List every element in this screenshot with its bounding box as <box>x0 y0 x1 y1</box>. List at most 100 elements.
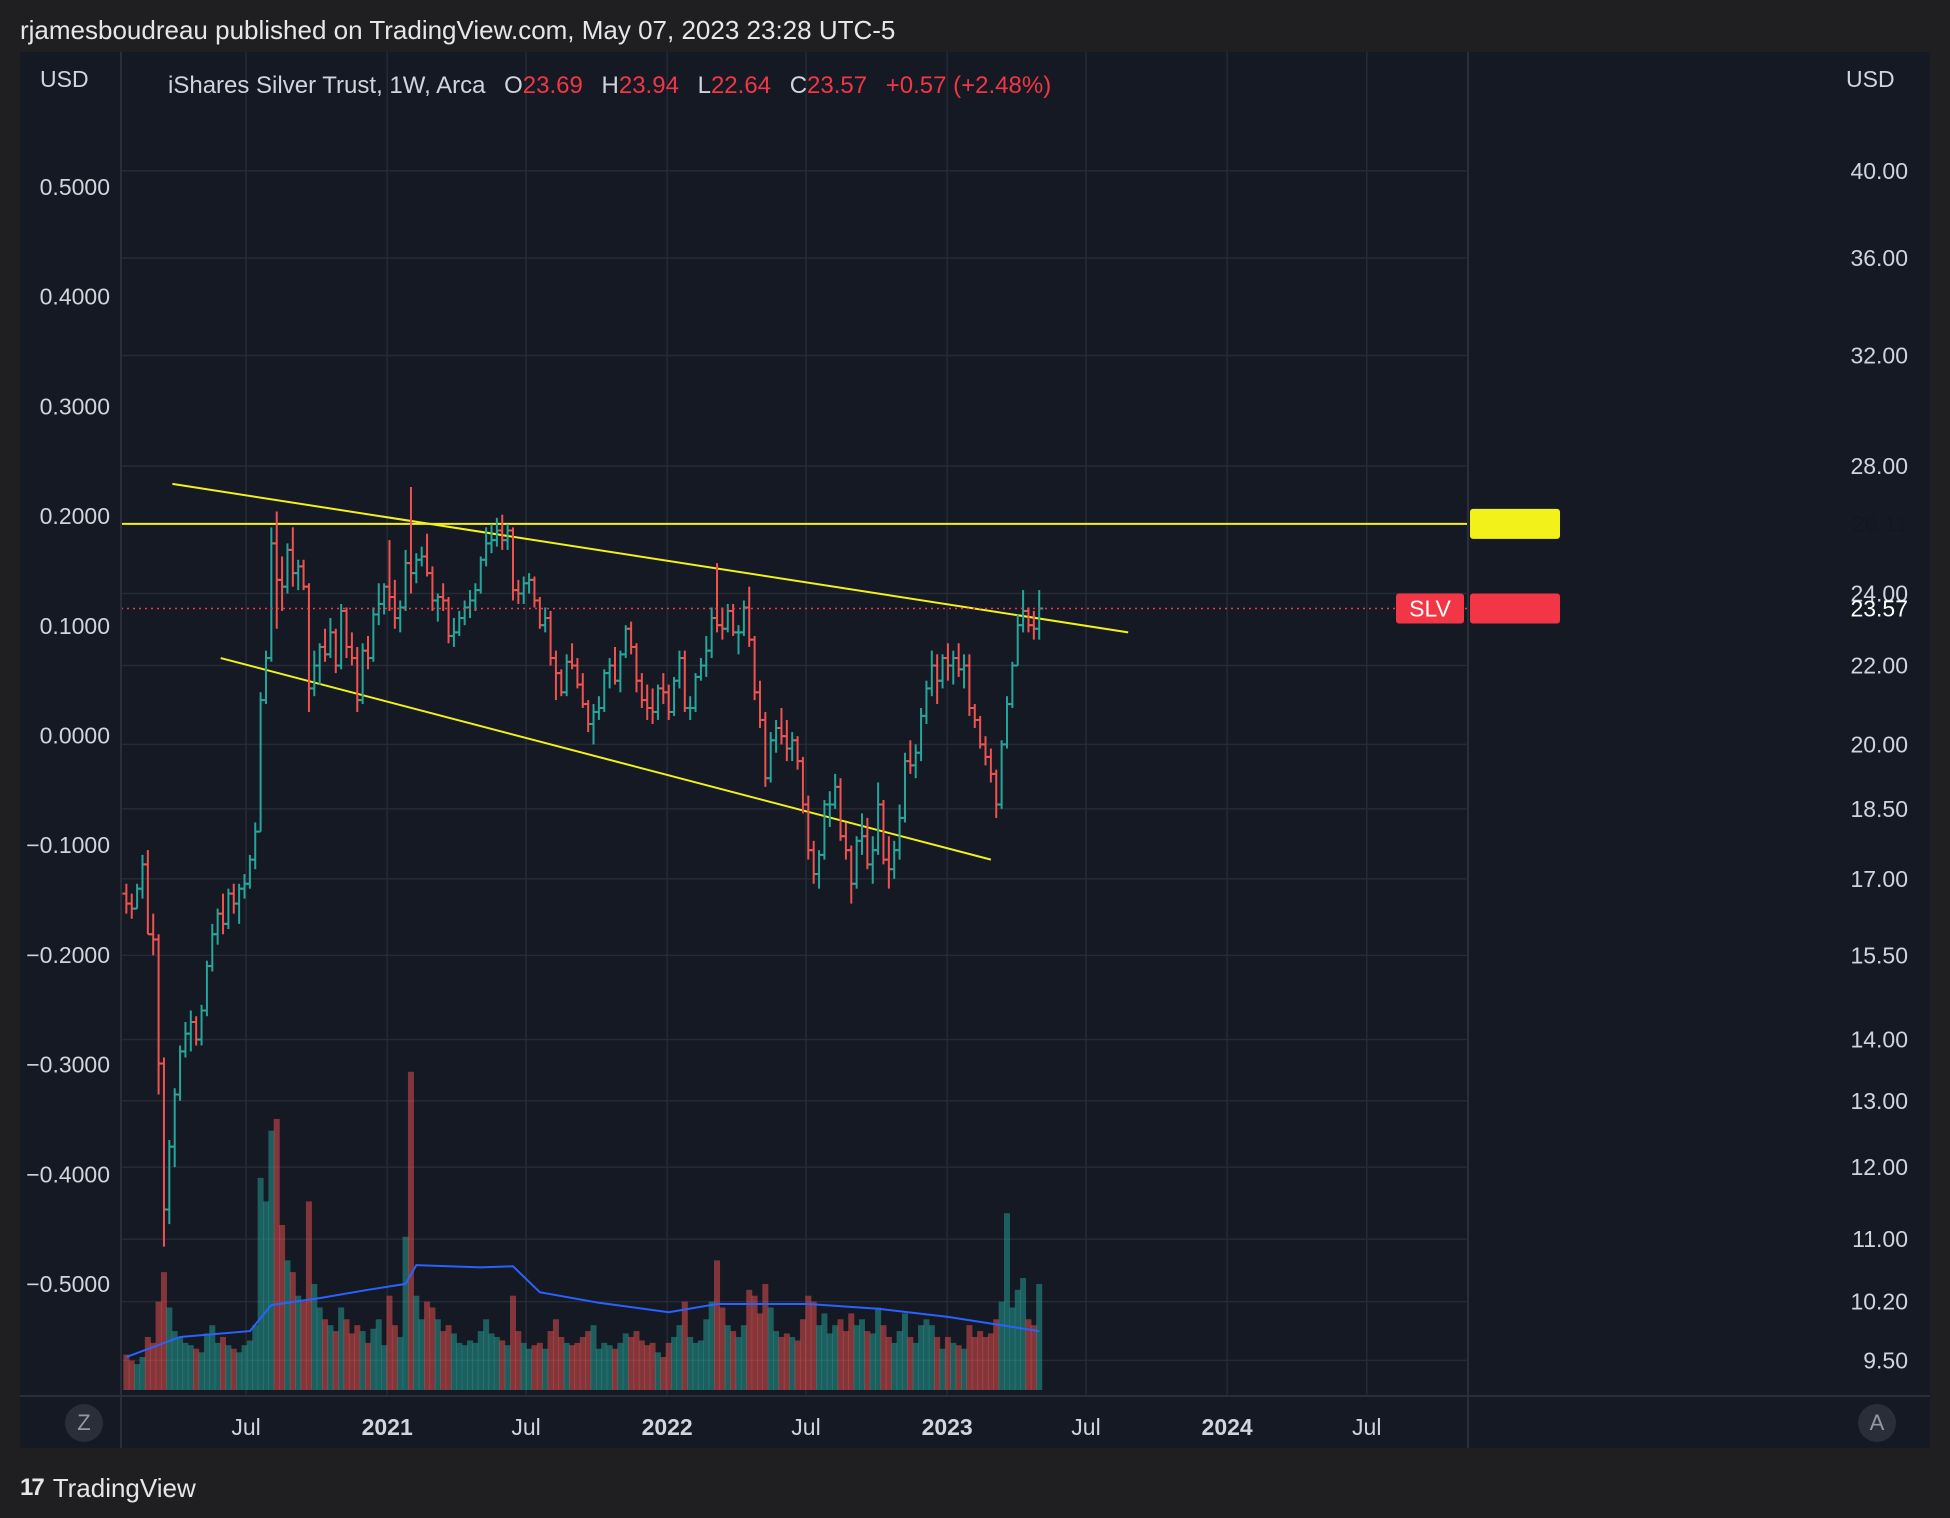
level-price-label: 26.11 <box>1852 511 1908 537</box>
ohlc-bar <box>578 673 587 708</box>
x-tick-label: 2023 <box>922 1414 973 1440</box>
volume-bar <box>316 1307 323 1390</box>
volume-bar <box>365 1342 372 1390</box>
volume-bar <box>918 1325 925 1390</box>
legend-low-value: 22.64 <box>710 72 772 99</box>
ohlc-bar <box>1008 661 1017 708</box>
auto-scale-button[interactable]: A <box>1858 1404 1896 1442</box>
ohlc-bar <box>390 579 399 629</box>
volume-bar <box>950 1342 957 1390</box>
ohlc-bar <box>423 533 432 577</box>
price-chart[interactable]: Jul 2021 Jul 2022 Jul 2023 Jul 2024 Jul 40.00 36.0… <box>20 52 1930 1448</box>
volume-bar <box>848 1313 855 1390</box>
volume-bar <box>595 1348 602 1390</box>
right-axis-unit[interactable]: USD <box>1846 66 1895 92</box>
x-tick-label: Jul <box>231 1414 260 1440</box>
tradingview-footer[interactable]: 17 TradingView <box>20 1468 196 1508</box>
volume-bar <box>859 1319 866 1390</box>
volume-bar <box>305 1201 312 1390</box>
volume-bar <box>746 1289 753 1390</box>
left-axis-unit[interactable]: USD <box>40 66 89 92</box>
ohlc-bar <box>562 654 571 697</box>
ohlc-bar <box>777 707 786 745</box>
ohlc-bar <box>949 650 958 685</box>
ohlc-bar <box>696 658 705 681</box>
volume-bar <box>332 1331 339 1390</box>
volume-bar <box>160 1272 167 1390</box>
volume-bar <box>322 1319 329 1390</box>
ohlc-bar <box>1024 607 1033 633</box>
volume-bar <box>552 1319 559 1390</box>
ohlc-bar <box>664 684 673 720</box>
grid-lines <box>121 52 1468 1396</box>
ohlc-bar <box>487 524 496 554</box>
chart-frame[interactable]: Jul 2021 Jul 2022 Jul 2023 Jul 2024 Jul 40.00 36.0… <box>20 52 1930 1448</box>
volume-bar <box>1003 1213 1010 1390</box>
ohlc-bar <box>412 553 421 584</box>
volume-bar <box>359 1331 366 1390</box>
x-tick-label: Jul <box>511 1414 540 1440</box>
right-tick-label: 17.00 <box>1850 866 1908 892</box>
ohlc-bar <box>235 883 244 924</box>
volume-bar <box>209 1325 216 1390</box>
volume-bar <box>993 1319 1000 1390</box>
price-tags: 26.11 SLV 23.57 <box>1396 508 1908 624</box>
volume-bar <box>295 1295 302 1390</box>
volume-bar <box>187 1345 194 1390</box>
last-price-label: 23.57 <box>1850 596 1908 622</box>
ohlc-bar <box>605 658 614 689</box>
ohlc-bar <box>122 883 131 914</box>
legend-change: +0.57 (+2.48%) <box>885 72 1052 99</box>
volume-bar <box>214 1342 221 1390</box>
volume-bar <box>864 1331 871 1390</box>
volume-bar <box>826 1333 833 1390</box>
ohlc-bar <box>584 700 593 733</box>
ohlc-bar <box>643 684 652 720</box>
ohlc-bar <box>460 600 469 626</box>
volume-bar <box>579 1336 586 1390</box>
volume-bar <box>703 1319 710 1390</box>
volume-bar <box>810 1301 817 1390</box>
legend-high-value: 23.94 <box>618 72 679 99</box>
volume-bar <box>912 1342 919 1390</box>
left-tick-label: 0.0000 <box>40 723 110 749</box>
volume-bar <box>257 1177 264 1390</box>
volume-bar <box>402 1236 409 1390</box>
legend-open-value: 23.69 <box>522 72 583 99</box>
volume-bar <box>617 1342 624 1390</box>
ohlc-bar <box>874 782 883 855</box>
ohlc-bar <box>868 836 877 884</box>
volume-bar <box>665 1342 672 1390</box>
ohlc-bar <box>428 566 437 611</box>
ohlc-bar <box>321 628 330 662</box>
volume-bar <box>730 1331 737 1390</box>
volume-bar <box>719 1307 726 1390</box>
ohlc-bar <box>143 850 152 936</box>
scale-z-button[interactable]: Z <box>65 1404 103 1442</box>
volume-bar <box>128 1360 135 1390</box>
volume-bar <box>526 1348 533 1390</box>
ohlc-bar <box>600 669 609 712</box>
volume-bar <box>450 1333 457 1390</box>
volume-bar <box>515 1331 522 1390</box>
ohlc-bar <box>906 740 915 774</box>
ohlc-bar <box>1029 610 1038 640</box>
volume-bar <box>440 1331 447 1390</box>
ohlc-bar <box>702 635 711 677</box>
left-tick-label: 0.1000 <box>40 613 110 639</box>
ohlc-bar <box>739 600 748 636</box>
ohlc-bar <box>498 514 507 550</box>
chart-legend[interactable]: iShares Silver Trust, 1W, Arca O23.69 H2… <box>168 68 1051 104</box>
ohlc-bar <box>272 511 281 629</box>
volume-bar <box>612 1348 619 1390</box>
ohlc-bar <box>992 769 1001 818</box>
ohlc-bar <box>492 517 501 547</box>
right-tick-label: 18.50 <box>1850 796 1908 822</box>
x-tick-label: Jul <box>1352 1414 1381 1440</box>
symbol-tag-label: SLV <box>1409 596 1451 622</box>
volume-bar <box>961 1348 968 1390</box>
ohlc-bars <box>122 486 1044 1247</box>
volume-bar <box>740 1325 747 1390</box>
ohlc-bar <box>208 923 217 972</box>
volume-ma-line <box>126 1264 1040 1358</box>
